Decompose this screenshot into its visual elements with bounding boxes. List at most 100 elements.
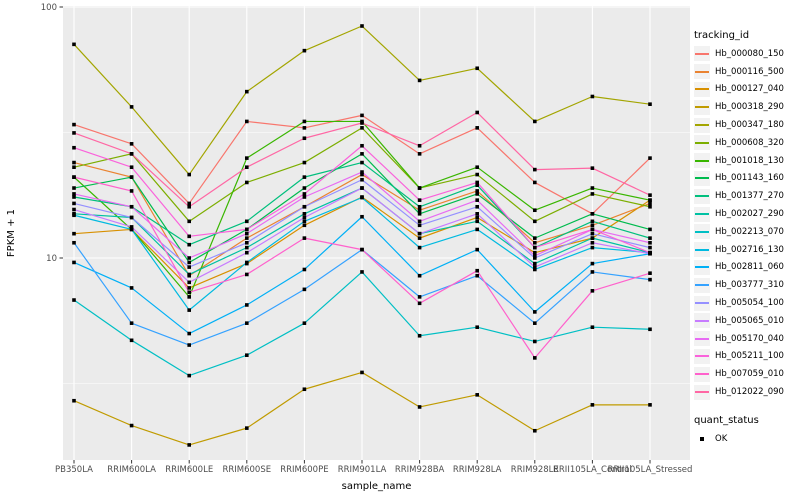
- data-point: [590, 166, 595, 170]
- data-point: [129, 338, 134, 343]
- data-point: [129, 225, 134, 229]
- legend-key-swatch: [694, 431, 710, 447]
- data-point: [302, 267, 307, 272]
- legend-items-tracking-id: Hb_000080_150 Hb_000116_500 Hb_000127_040 H…: [694, 45, 798, 401]
- data-point: [360, 214, 364, 219]
- legend-item-label: Hb_000080_150: [715, 48, 784, 59]
- legend-key-line-icon: [695, 302, 709, 305]
- data-point: [129, 152, 134, 156]
- data-point: [187, 286, 191, 290]
- data-point: [475, 172, 479, 177]
- data-point: [475, 180, 479, 185]
- data-point: [590, 240, 595, 245]
- data-point: [360, 195, 364, 200]
- data-point: [245, 227, 249, 232]
- data-point: [417, 245, 422, 250]
- data-point: [475, 198, 479, 202]
- data-point: [245, 231, 249, 236]
- data-point: [417, 333, 422, 338]
- data-point: [187, 331, 191, 336]
- data-point: [475, 66, 479, 71]
- legend-key-line-icon: [695, 177, 709, 180]
- data-point: [302, 48, 307, 53]
- legend-key-line-icon: [695, 319, 709, 322]
- legend-item: Hb_007059_010: [694, 365, 798, 383]
- data-point: [417, 198, 422, 202]
- data-point: [129, 105, 134, 109]
- legend-key-line-icon: [695, 106, 709, 109]
- data-point: [533, 267, 537, 272]
- legend-key-line-icon: [695, 266, 709, 269]
- data-point: [475, 212, 479, 216]
- data-point: [475, 204, 479, 209]
- data-point: [417, 186, 422, 190]
- legend-item: Hb_000318_290: [694, 98, 798, 116]
- data-point: [648, 245, 652, 250]
- data-point: [187, 295, 191, 299]
- data-point: [533, 119, 537, 124]
- data-point: [533, 240, 537, 245]
- data-point: [360, 160, 364, 165]
- data-point: [475, 219, 479, 224]
- data-point: [360, 170, 364, 174]
- data-point: [129, 423, 134, 428]
- data-point: [245, 245, 249, 250]
- data-point: [72, 201, 76, 206]
- data-point: [533, 180, 537, 185]
- legend-item-label: Hb_001143_160: [715, 173, 784, 184]
- legend-key-swatch: [694, 46, 710, 62]
- y-axis-title: FPKM + 1: [4, 6, 18, 460]
- legend-key-line-icon: [695, 70, 709, 73]
- legend-key-line-icon: [695, 391, 709, 394]
- data-point: [590, 289, 595, 293]
- legend-key-swatch: [694, 188, 710, 204]
- data-point: [360, 370, 364, 375]
- legend-item-label: Hb_007059_010: [715, 369, 784, 380]
- data-point: [533, 245, 537, 250]
- data-point: [475, 268, 479, 273]
- data-point: [72, 145, 76, 150]
- data-point: [187, 280, 191, 285]
- data-point: [129, 142, 134, 146]
- data-point: [360, 143, 364, 148]
- data-point: [129, 321, 134, 325]
- data-point: [648, 327, 652, 332]
- data-point: [302, 212, 307, 216]
- data-point: [417, 301, 422, 306]
- x-tick-label: RRIM928BA: [395, 465, 445, 475]
- legend-item-label: Hb_001018_130: [715, 155, 784, 166]
- data-point: [302, 287, 307, 292]
- data-point: [475, 126, 479, 130]
- legend-item: Hb_003777_310: [694, 276, 798, 294]
- data-point: [648, 198, 652, 202]
- data-point: [533, 256, 537, 260]
- data-point: [417, 236, 422, 240]
- data-point: [72, 175, 76, 179]
- data-point: [590, 245, 595, 250]
- legend-key-line-icon: [695, 52, 709, 55]
- data-point: [533, 265, 537, 269]
- data-point: [417, 219, 422, 224]
- legend-item: Hb_005054_100: [694, 294, 798, 312]
- data-point: [72, 160, 76, 165]
- data-point: [417, 405, 422, 409]
- data-point: [360, 186, 364, 190]
- data-point: [72, 42, 76, 47]
- legend-key-line-icon: [695, 141, 709, 144]
- data-point: [648, 250, 652, 255]
- data-point: [302, 215, 307, 220]
- legend-item-label: Hb_005065_010: [715, 315, 784, 326]
- x-tick-label: PB350LA: [55, 465, 93, 475]
- data-point: [187, 343, 191, 347]
- data-point: [475, 110, 479, 115]
- legend-item: Hb_005170_040: [694, 330, 798, 348]
- legend-key-swatch: [694, 259, 710, 275]
- data-point: [129, 215, 134, 220]
- data-point: [245, 89, 249, 94]
- data-point: [302, 119, 307, 124]
- legend-key-swatch: [694, 277, 710, 293]
- data-point: [590, 223, 595, 228]
- data-point: [302, 321, 307, 325]
- data-point: [533, 356, 537, 360]
